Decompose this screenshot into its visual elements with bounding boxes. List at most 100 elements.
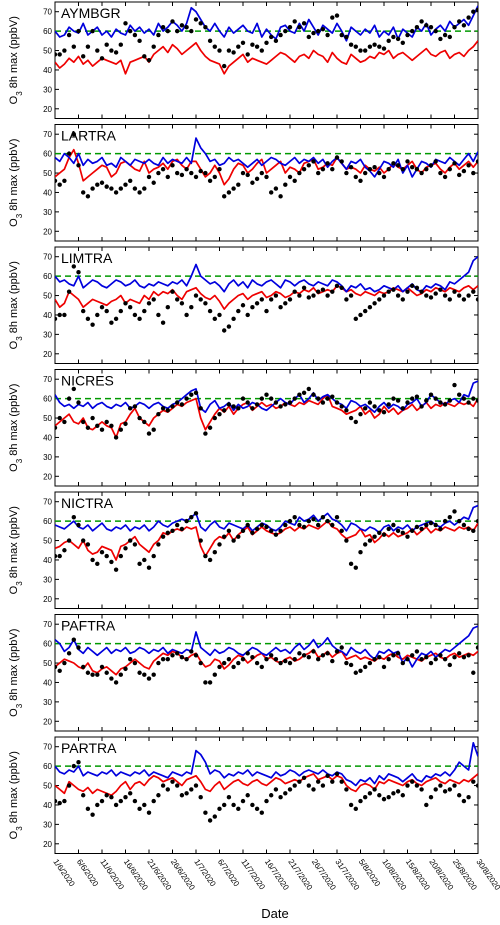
observed-point — [76, 760, 81, 765]
observed-point — [85, 425, 91, 430]
red-series-line — [55, 773, 478, 797]
y-tick-label: 30 — [43, 208, 52, 217]
observed-point — [428, 794, 434, 800]
observed-point — [55, 798, 58, 804]
panel-title: NICTRA — [61, 495, 114, 511]
observed-point — [410, 528, 415, 534]
observed-point — [438, 170, 443, 176]
observed-point — [245, 52, 250, 57]
observed-point — [71, 132, 77, 137]
y-tick-label: 50 — [43, 659, 52, 668]
observed-point — [71, 386, 77, 392]
observed-point — [461, 522, 467, 528]
observed-point — [179, 526, 185, 532]
observed-point — [391, 653, 396, 658]
observed-point — [226, 402, 232, 407]
plot-area — [55, 132, 478, 199]
observed-point — [278, 794, 283, 800]
observed-point — [62, 419, 67, 425]
y-tick-label: 70 — [43, 498, 52, 507]
panel-title: PARTRA — [61, 740, 117, 756]
observed-point — [207, 557, 213, 563]
observed-point — [410, 28, 415, 34]
observed-point — [442, 32, 448, 38]
observed-point — [311, 293, 316, 298]
observed-point — [424, 166, 429, 172]
observed-point — [71, 637, 77, 642]
observed-point — [395, 163, 401, 168]
observed-point — [81, 793, 86, 798]
observed-point — [76, 28, 81, 34]
observed-point — [71, 515, 77, 520]
observed-point — [414, 25, 420, 30]
observed-point — [118, 42, 124, 47]
observed-point — [170, 779, 175, 784]
y-tick-label: 30 — [43, 330, 52, 339]
observed-point — [137, 415, 142, 421]
y-axis-label: O3 8h max (ppbV) — [8, 629, 24, 717]
observed-point — [414, 285, 420, 290]
x-tick-label: 1/7/2020 — [192, 857, 218, 888]
observed-point — [66, 32, 72, 38]
observed-point — [128, 178, 133, 184]
observed-point — [442, 656, 448, 662]
observed-point — [428, 660, 434, 666]
plot-area — [55, 5, 478, 75]
observed-point — [146, 810, 152, 815]
observed-point — [320, 26, 326, 32]
y-tick-label: 40 — [43, 311, 52, 320]
observed-point — [344, 408, 349, 413]
panel-frame — [54, 124, 479, 242]
observed-point — [471, 170, 476, 176]
observed-point — [269, 528, 274, 534]
observed-point — [452, 161, 457, 166]
observed-point — [81, 54, 86, 59]
observed-point — [156, 542, 161, 547]
observed-point — [113, 435, 119, 440]
observed-point — [457, 293, 462, 298]
observed-point — [306, 386, 311, 392]
observed-point — [85, 670, 91, 675]
observed-point — [269, 653, 274, 658]
observed-point — [250, 42, 255, 47]
observed-point — [334, 515, 340, 520]
observed-point — [330, 779, 335, 784]
observed-point — [405, 534, 410, 539]
observed-point — [95, 423, 100, 429]
y-tick-label: 40 — [43, 66, 52, 75]
observed-point — [81, 190, 86, 195]
observed-point — [217, 411, 222, 417]
observed-point — [250, 304, 255, 310]
observed-point — [85, 542, 91, 547]
y-tick-label: 70 — [43, 375, 52, 384]
observed-point — [179, 402, 185, 407]
observed-point — [142, 308, 147, 314]
observed-point — [320, 783, 326, 788]
observed-point — [273, 293, 279, 298]
observed-point — [85, 806, 91, 812]
observed-point — [306, 34, 311, 40]
observed-point — [428, 25, 434, 30]
observed-point — [461, 798, 467, 804]
observed-point — [269, 396, 274, 401]
observed-point — [160, 166, 166, 172]
observed-point — [81, 308, 86, 314]
observed-point — [457, 518, 462, 524]
observed-point — [245, 172, 250, 178]
x-tick-label: 30/8/2020 — [474, 857, 500, 892]
observed-point — [344, 538, 349, 543]
observed-point — [250, 655, 255, 660]
observed-point — [95, 48, 100, 53]
y-tick-label: 40 — [43, 188, 52, 197]
plot-area — [55, 625, 478, 685]
observed-point — [363, 542, 368, 547]
y-tick-label: 20 — [43, 717, 52, 726]
y-tick-label: 60 — [43, 395, 52, 404]
observed-point — [372, 404, 377, 409]
observed-point — [395, 789, 401, 794]
y-tick-label: 30 — [43, 575, 52, 584]
observed-point — [405, 289, 410, 294]
observed-point — [95, 802, 100, 808]
y-tick-label: 30 — [43, 698, 52, 707]
observed-point — [301, 524, 307, 530]
